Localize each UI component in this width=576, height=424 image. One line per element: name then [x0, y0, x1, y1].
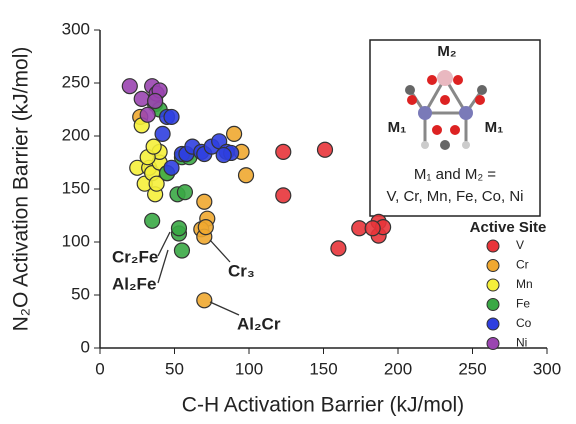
point: [146, 139, 161, 154]
x-tick-label: 0: [95, 359, 104, 378]
inset-label: M₂: [437, 43, 456, 60]
x-tick-label: 50: [165, 359, 184, 378]
legend-label: Fe: [516, 297, 530, 311]
y-tick-label: 50: [71, 284, 90, 303]
legend-label: Cr: [516, 258, 529, 272]
point: [134, 91, 149, 106]
legend-label: V: [516, 238, 524, 252]
annotation-arrow: [210, 302, 239, 315]
point: [197, 194, 212, 209]
point: [155, 126, 170, 141]
legend-marker: [487, 299, 499, 311]
annotation: Al₂Cr: [237, 314, 281, 333]
y-tick-label: 250: [62, 72, 90, 91]
legend-title: Active Site: [470, 219, 547, 236]
y-tick-label: 200: [62, 125, 90, 144]
legend-label: Co: [516, 316, 532, 330]
y-tick-label: 150: [62, 178, 90, 197]
point: [239, 168, 254, 183]
annotation: Cr₂Fe: [112, 247, 158, 266]
point: [177, 185, 192, 200]
annotation: Al₂Fe: [112, 274, 156, 293]
point: [352, 221, 367, 236]
annotation-arrow: [158, 250, 168, 283]
inset-label: M₁: [388, 119, 407, 136]
inset-label: V, Cr, Mn, Fe, Co, Ni: [387, 188, 524, 205]
point: [276, 188, 291, 203]
chart: C-H Activation Barrier (kJ/mol) N₂O Acti…: [0, 0, 576, 419]
point: [145, 213, 160, 228]
point: [317, 142, 332, 157]
point: [365, 221, 380, 236]
point: [164, 109, 179, 124]
point: [164, 160, 179, 175]
legend-marker: [487, 318, 499, 330]
x-tick-label: 150: [309, 359, 337, 378]
y-axis-label: N₂O Activation Barrier (kJ/mol): [10, 47, 33, 332]
y-tick-label: 100: [62, 231, 90, 250]
inset-label: M₁ and M₂ =: [414, 166, 496, 183]
point: [148, 94, 163, 109]
point: [171, 221, 186, 236]
x-tick-label: 100: [235, 359, 263, 378]
point: [198, 220, 213, 235]
point: [227, 126, 242, 141]
y-tick-label: 0: [81, 337, 90, 356]
point: [174, 243, 189, 258]
x-tick-label: 250: [458, 359, 486, 378]
y-tick-label: 300: [62, 19, 90, 38]
legend-marker: [487, 240, 499, 252]
annotation: Cr₃: [228, 261, 255, 280]
point: [197, 293, 212, 308]
x-axis-label: C-H Activation Barrier (kJ/mol): [182, 394, 464, 417]
x-tick-label: 200: [384, 359, 412, 378]
legend-marker: [487, 260, 499, 272]
point: [216, 148, 231, 163]
legend-label: Ni: [516, 336, 527, 350]
annotation-arrow: [210, 240, 230, 262]
annotation-arrow: [158, 232, 170, 256]
x-tick-label: 300: [533, 359, 561, 378]
point: [276, 144, 291, 159]
point: [122, 79, 137, 94]
point: [140, 107, 155, 122]
point: [331, 241, 346, 256]
legend-marker: [487, 279, 499, 291]
inset-label: M₁: [485, 119, 504, 136]
legend-marker: [487, 338, 499, 350]
legend-label: Mn: [516, 277, 533, 291]
inset: M₂ M₁ M₁ M₁ and M₂ = V, Cr, Mn, Fe, Co, …: [370, 40, 540, 216]
